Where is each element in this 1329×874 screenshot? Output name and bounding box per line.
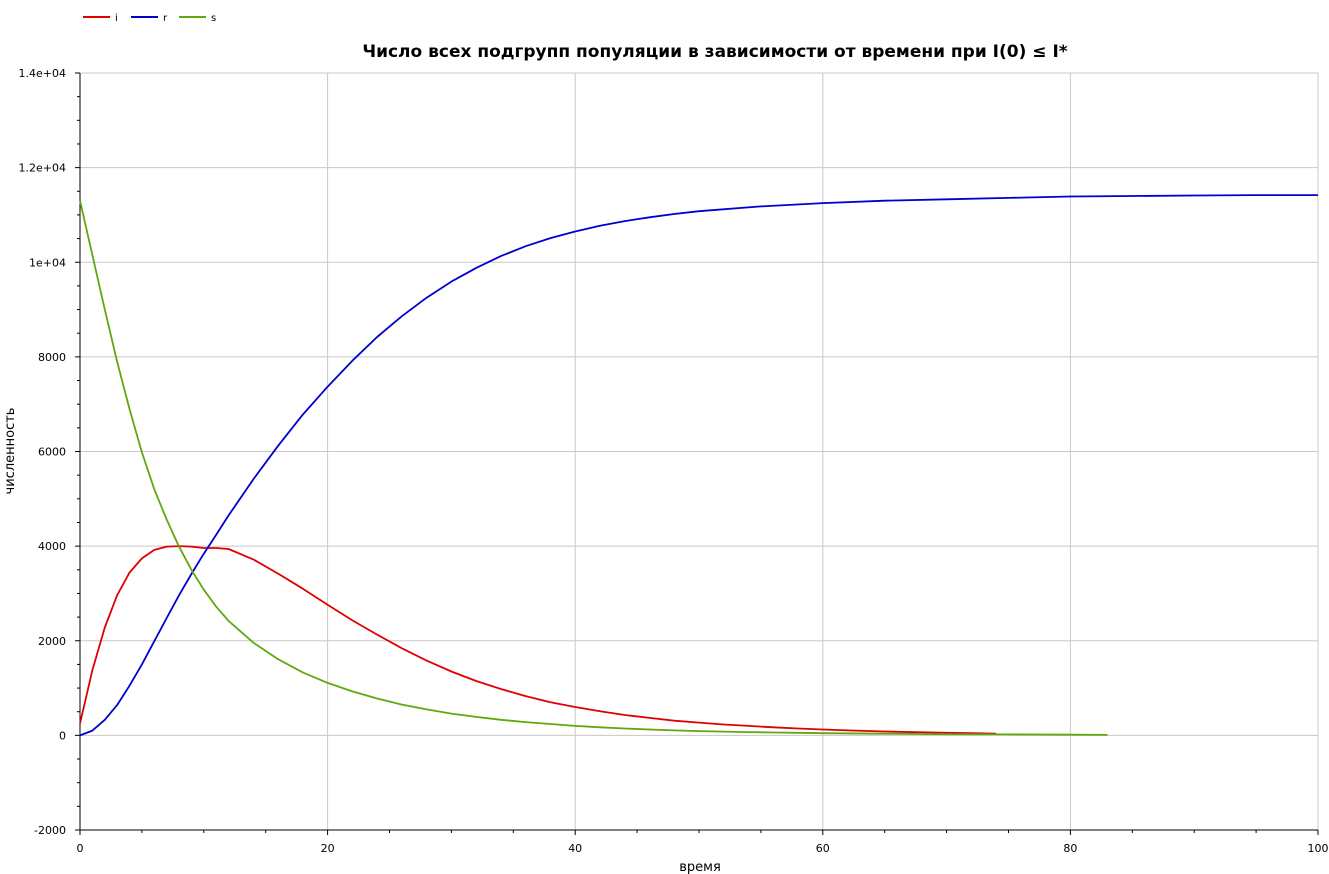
y-tick-label: 2000 (38, 635, 66, 648)
y-tick-label: 4000 (38, 540, 66, 553)
x-tick-label: 20 (321, 842, 335, 855)
series-line-i (79, 545, 997, 735)
y-tick-label: -2000 (34, 824, 66, 837)
x-tick-label: 100 (1308, 842, 1329, 855)
y-tick-label: 1e+04 (29, 256, 66, 269)
y-tick-label: 1.2e+04 (19, 162, 66, 175)
y-axis-title: численность (3, 408, 18, 495)
legend-label-r: r (163, 13, 168, 24)
x-tick-label: 40 (568, 842, 582, 855)
chart-title: Число всех подгрупп популяции в зависимо… (362, 42, 1067, 62)
y-tick-label: 8000 (38, 351, 66, 364)
x-tick-label: 80 (1063, 842, 1077, 855)
x-axis-title: время (679, 860, 721, 874)
y-axis-ticks: -2000 0 2000 4000 6000 8000 1e+04 1.2e+04 1.4e+0… (19, 67, 80, 837)
legend-label-i: i (115, 13, 118, 24)
series-line-s (79, 200, 1108, 736)
x-axis-ticks: 0 20 40 60 80 100 (77, 830, 1329, 855)
x-tick-label: 0 (77, 842, 84, 855)
series-line-r (79, 194, 1318, 737)
x-tick-label: 60 (816, 842, 830, 855)
legend-label-s: s (211, 13, 216, 24)
y-tick-label: 0 (59, 729, 66, 742)
y-tick-label: 6000 (38, 446, 66, 459)
series-lines (79, 194, 1318, 737)
y-tick-label: 1.4e+04 (19, 67, 66, 80)
grid (79, 72, 1319, 831)
